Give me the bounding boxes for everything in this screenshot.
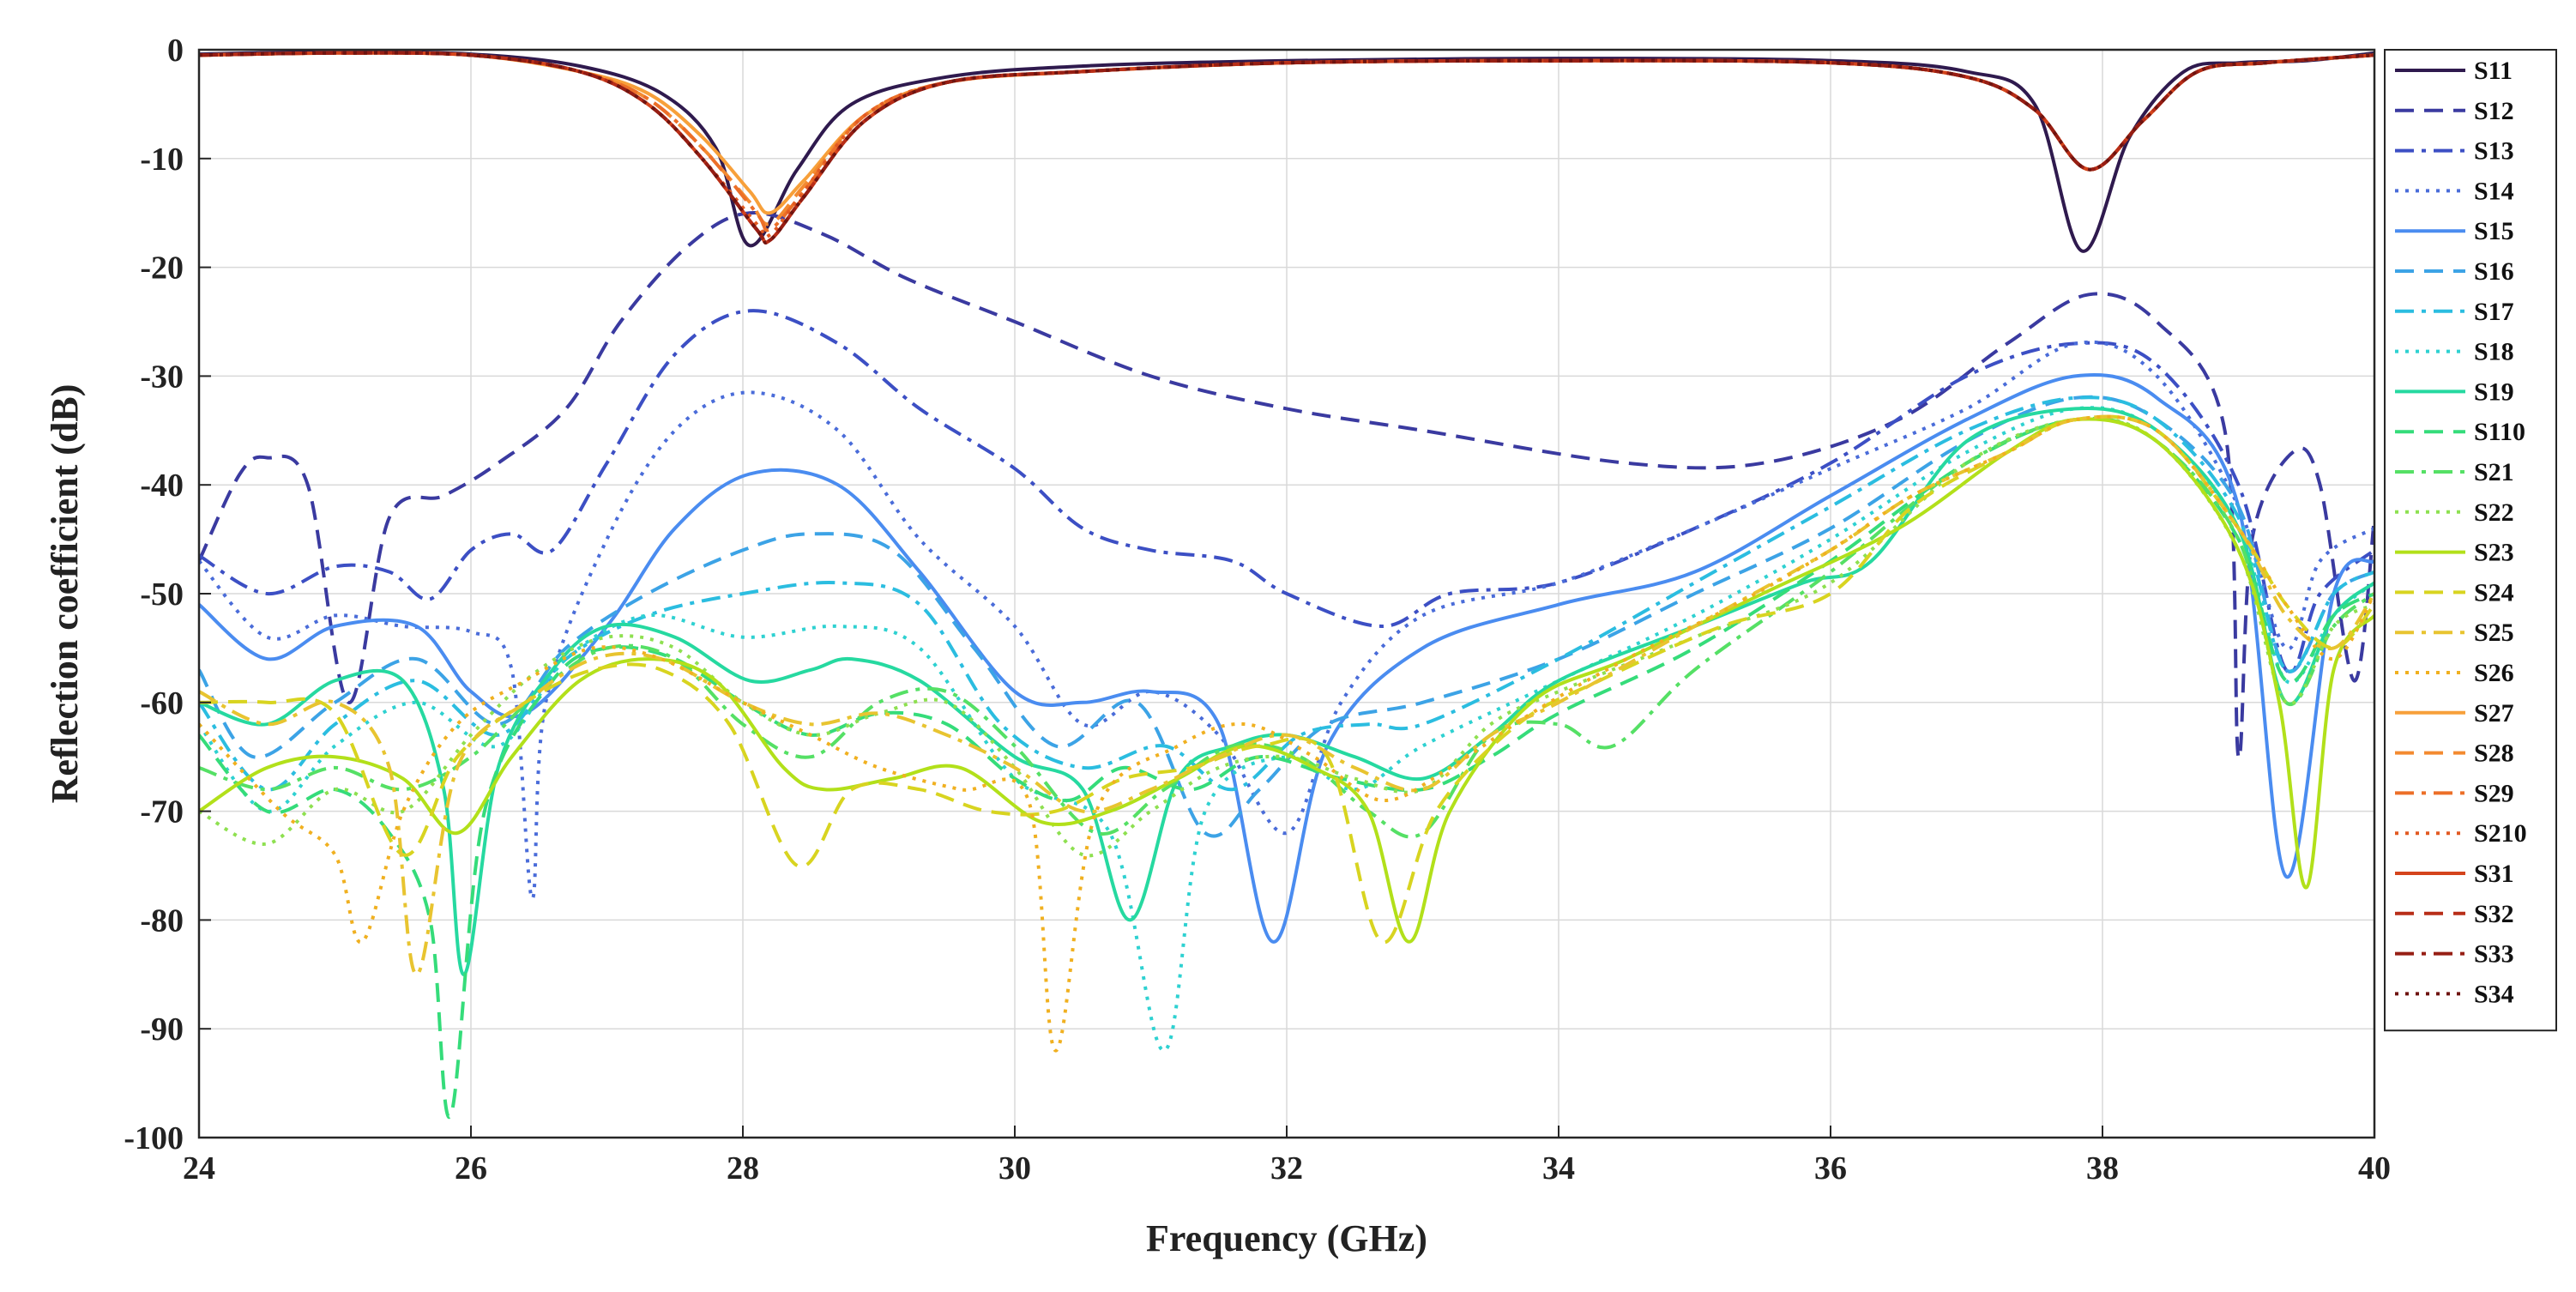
series-line-s34 (199, 51, 2374, 245)
series-line-s24 (199, 414, 2374, 945)
series-line-s12 (199, 211, 2374, 760)
x-tick-label: 28 (727, 1150, 759, 1186)
legend-label-s15: S15 (2474, 217, 2514, 245)
y-tick-label: 0 (167, 33, 184, 69)
x-axis-ticks: 24 26 28 30 32 34 36 38 40 (183, 1126, 2391, 1186)
y-axis-ticks: 0 -10 -20 -30 -40 -50 -60 -70 -80 -90 -100 (124, 33, 211, 1156)
series-line-s17 (199, 395, 2374, 792)
x-tick-label: 26 (455, 1150, 487, 1186)
series-line-s19 (199, 406, 2374, 976)
legend-label-s25: S25 (2474, 619, 2514, 647)
y-tick-label: -20 (140, 251, 184, 287)
y-tick-label: -30 (140, 359, 184, 395)
y-tick-label: -80 (140, 903, 184, 939)
y-tick-label: -60 (140, 685, 184, 721)
x-axis-title: Frequency (GHz) (1146, 1217, 1427, 1259)
legend-box (2384, 49, 2557, 1032)
legend-label-s26: S26 (2474, 659, 2514, 687)
legend-label-s13: S13 (2474, 137, 2514, 166)
series-line-s26 (199, 414, 2374, 1053)
legend-label-s34: S34 (2474, 980, 2514, 1008)
legend-label-s18: S18 (2474, 338, 2514, 366)
y-tick-label: -100 (124, 1120, 184, 1156)
legend-label-s22: S22 (2474, 498, 2514, 527)
x-tick-label: 38 (2086, 1150, 2119, 1186)
legend-label-s31: S31 (2474, 860, 2514, 888)
y-tick-label: -10 (140, 142, 184, 178)
y-tick-label: -90 (140, 1011, 184, 1047)
x-tick-label: 32 (1270, 1150, 1303, 1186)
series-line-s13 (199, 309, 2374, 674)
legend-label-s19: S19 (2474, 377, 2514, 406)
series-line-s14 (199, 340, 2374, 901)
series-line-s11 (199, 50, 2374, 253)
legend-label-s33: S33 (2474, 940, 2514, 969)
y-axis-title: Reflection coefficient (dB) (44, 384, 86, 804)
legend-label-s210: S210 (2474, 819, 2527, 848)
y-tick-label: -70 (140, 794, 184, 830)
legend-label-s11: S11 (2474, 57, 2513, 85)
x-tick-label: 34 (1542, 1150, 1575, 1186)
legend-label-s23: S23 (2474, 539, 2514, 567)
x-tick-label: 24 (183, 1150, 215, 1186)
series-line-s110 (199, 416, 2374, 1120)
x-tick-label: 36 (1814, 1150, 1847, 1186)
series-line-s22 (199, 416, 2374, 858)
series-line-s25 (199, 414, 2374, 976)
legend-label-s12: S12 (2474, 97, 2514, 125)
legend-label-s27: S27 (2474, 699, 2514, 728)
y-tick-label: -40 (140, 468, 184, 504)
x-tick-label: 40 (2358, 1150, 2391, 1186)
legend: S11 S12 S13 S14 S15 S16 S17 S18 S19 S110 S21 S22 S23… (2384, 49, 2557, 1032)
series-lines (199, 50, 2374, 1120)
y-tick-label: -50 (140, 577, 184, 613)
legend-label-s29: S29 (2474, 779, 2514, 807)
series-line-s15 (199, 373, 2374, 944)
legend-label-s17: S17 (2474, 298, 2514, 326)
legend-label-s16: S16 (2474, 257, 2514, 286)
series-line-s23 (199, 417, 2374, 944)
legend-label-s110: S110 (2474, 418, 2525, 446)
legend-label-s21: S21 (2474, 458, 2514, 486)
legend-label-s24: S24 (2474, 578, 2514, 607)
legend-label-s32: S32 (2474, 900, 2514, 928)
x-tick-label: 30 (998, 1150, 1031, 1186)
legend-label-s14: S14 (2474, 177, 2514, 205)
legend-label-s28: S28 (2474, 740, 2514, 768)
